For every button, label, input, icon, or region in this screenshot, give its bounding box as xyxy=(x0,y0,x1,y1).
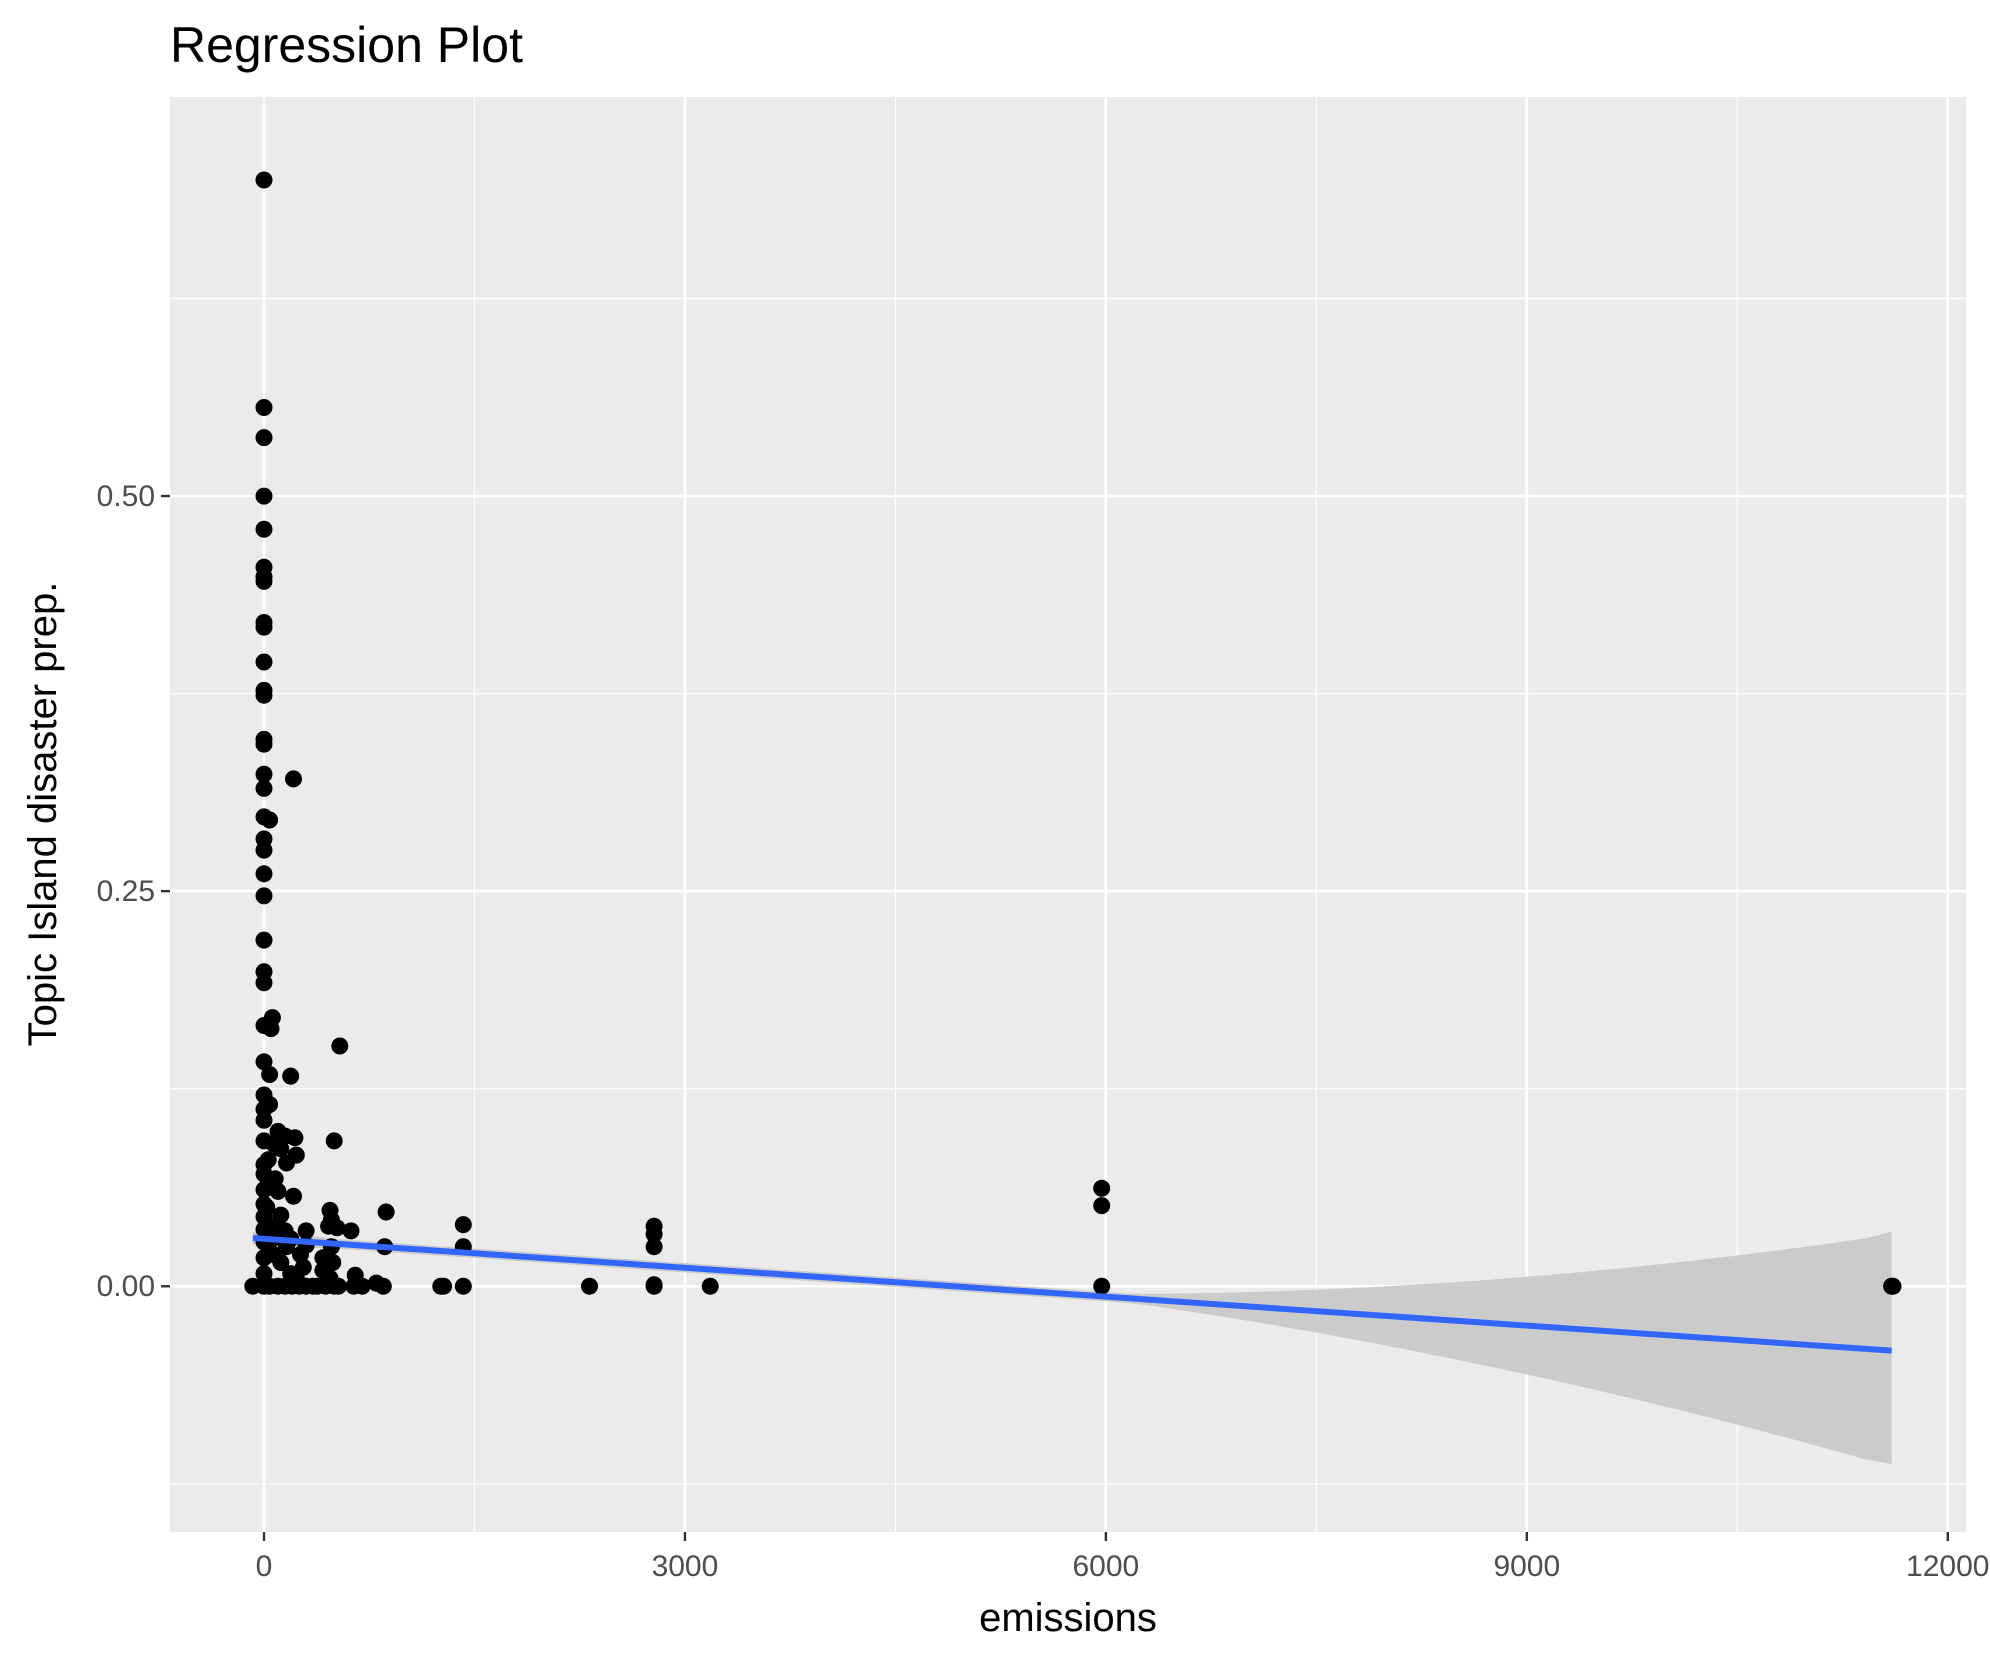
data-point xyxy=(314,1249,332,1267)
data-point xyxy=(645,1277,663,1295)
data-point xyxy=(1884,1277,1902,1295)
data-point xyxy=(255,171,273,189)
data-point xyxy=(286,1129,304,1147)
data-point xyxy=(272,1140,290,1158)
data-point xyxy=(255,1053,273,1071)
data-point xyxy=(255,1111,273,1129)
data-points xyxy=(244,171,1902,1295)
data-point xyxy=(255,735,273,753)
data-point xyxy=(377,1203,395,1221)
data-point xyxy=(262,1020,280,1038)
chart-title: Regression Plot xyxy=(170,17,523,73)
data-point xyxy=(294,1258,312,1276)
data-point xyxy=(353,1277,371,1295)
data-point xyxy=(255,931,273,949)
y-axis: 0.00 0.25 0.50 xyxy=(97,480,170,1303)
data-point xyxy=(285,770,302,788)
data-point xyxy=(255,653,273,671)
data-point xyxy=(278,1154,295,1172)
y-tick-label: 0.00 xyxy=(97,1270,155,1303)
data-point xyxy=(454,1216,472,1234)
data-point xyxy=(255,841,273,859)
data-point xyxy=(261,811,279,829)
data-point xyxy=(258,1198,276,1216)
data-point xyxy=(285,1187,302,1205)
y-tick-label: 0.25 xyxy=(97,875,155,908)
data-point xyxy=(1093,1197,1111,1215)
x-axis: 0 3000 6000 9000 12000 xyxy=(256,1532,1989,1583)
data-point xyxy=(1093,1179,1111,1197)
data-point xyxy=(255,765,273,783)
x-tick-label: 3000 xyxy=(652,1550,719,1583)
data-point xyxy=(282,1067,300,1085)
x-tick-label: 12000 xyxy=(1906,1550,1989,1583)
data-point xyxy=(581,1277,598,1295)
data-point xyxy=(320,1217,338,1235)
data-point xyxy=(297,1222,315,1240)
data-point xyxy=(261,1066,279,1083)
data-point xyxy=(272,1254,290,1271)
data-point xyxy=(255,686,273,704)
data-point xyxy=(255,520,273,538)
data-point xyxy=(292,1246,309,1264)
data-point xyxy=(701,1277,719,1295)
data-point xyxy=(255,429,273,447)
data-point xyxy=(331,1037,349,1055)
data-point xyxy=(1093,1277,1111,1295)
data-point xyxy=(329,1277,347,1295)
data-point xyxy=(255,887,273,905)
x-tick-label: 9000 xyxy=(1493,1550,1560,1583)
x-tick-label: 0 xyxy=(256,1550,273,1583)
data-point xyxy=(255,865,273,883)
data-point xyxy=(435,1277,453,1295)
data-point xyxy=(454,1277,472,1295)
regression-line xyxy=(252,1235,1892,1354)
regression-line-layer xyxy=(252,1235,1892,1354)
data-point xyxy=(244,1277,262,1295)
x-tick-label: 6000 xyxy=(1073,1550,1140,1583)
data-point xyxy=(645,1225,663,1243)
data-point xyxy=(645,1238,663,1256)
data-point xyxy=(255,779,273,797)
data-point xyxy=(255,399,273,416)
confidence-band-layer xyxy=(252,1231,1892,1464)
data-point xyxy=(255,487,273,505)
data-point xyxy=(374,1277,392,1295)
y-tick-label: 0.50 xyxy=(97,480,155,513)
data-point xyxy=(255,974,273,992)
minor-gridlines xyxy=(170,97,1966,1532)
data-point xyxy=(259,1175,277,1192)
confidence-band xyxy=(252,1231,1892,1464)
data-point xyxy=(259,1151,277,1169)
data-point xyxy=(325,1132,343,1150)
data-point xyxy=(261,1096,279,1113)
x-axis-title: emissions xyxy=(979,1596,1157,1640)
y-axis-title: Topic Island disaster prep. xyxy=(21,582,65,1047)
data-point xyxy=(255,572,273,590)
data-point xyxy=(255,618,273,636)
data-point xyxy=(342,1222,360,1240)
